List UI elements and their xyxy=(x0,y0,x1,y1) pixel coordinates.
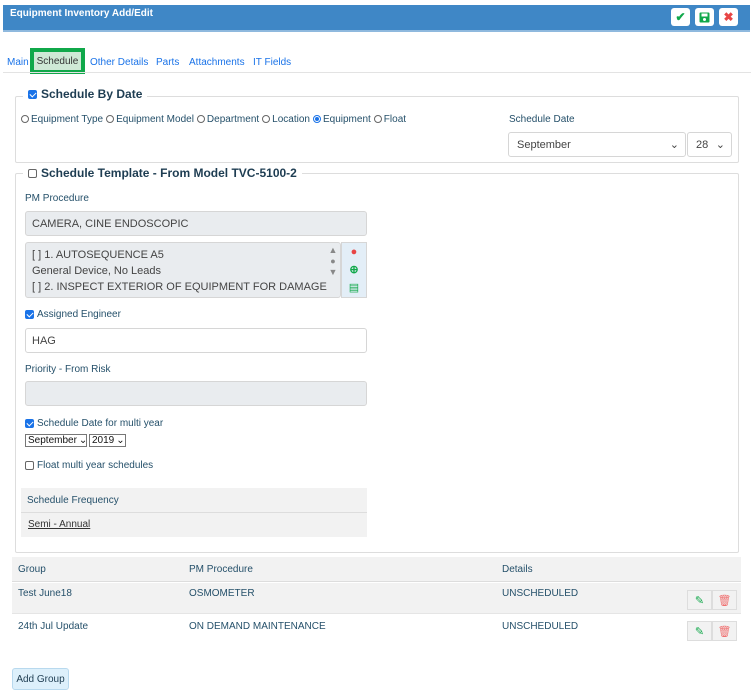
schedule-template-legend: Schedule Template - From Model TVC-5100-… xyxy=(23,166,302,180)
multi-year-checkbox[interactable] xyxy=(25,419,34,428)
radio-department[interactable]: Department xyxy=(196,114,259,125)
priority-input[interactable] xyxy=(25,381,367,406)
radio-equipment-model[interactable]: Equipment Model xyxy=(106,114,194,125)
edit-icon: ✎ xyxy=(694,594,705,607)
zoom-in-icon[interactable]: ⊕ xyxy=(349,263,359,276)
multi-year-checkbox-row[interactable]: Schedule Date for multi year xyxy=(25,418,163,429)
assigned-engineer-checkbox[interactable] xyxy=(25,310,34,319)
pm-action-column: ● ⊕ ▤ xyxy=(341,242,367,298)
row-pm: ON DEMAND MAINTENANCE xyxy=(189,621,326,632)
col-pm-procedure: PM Procedure xyxy=(189,564,253,575)
multi-year-year-select[interactable]: 2019 ⌄ xyxy=(89,434,126,447)
radio-equipment[interactable]: Equipment xyxy=(312,114,371,125)
tab-attachments[interactable]: Attachments xyxy=(189,57,245,68)
chevron-down-icon: ⌄ xyxy=(116,435,125,446)
schedule-by-radio-group: Equipment Type Equipment Model Departmen… xyxy=(21,114,406,125)
delete-button[interactable]: 🗑 xyxy=(712,590,737,610)
groups-table-header xyxy=(12,557,741,582)
chevron-down-icon: ⌄ xyxy=(78,435,88,446)
chevron-down-icon: ⌄ xyxy=(669,139,679,151)
save-icon xyxy=(699,12,710,22)
edit-icon: ✎ xyxy=(694,625,705,638)
pm-procedure-input[interactable]: CAMERA, CINE ENDOSCOPIC xyxy=(25,211,367,236)
tab-parts[interactable]: Parts xyxy=(156,57,180,68)
add-group-button[interactable]: Add Group xyxy=(12,668,69,690)
schedule-by-date-fieldset xyxy=(15,96,739,163)
textarea-scrollbar[interactable]: ▲ ● ▼ xyxy=(328,245,338,277)
tab-other-details[interactable]: Other Details xyxy=(90,57,149,68)
tab-schedule[interactable]: Schedule xyxy=(30,48,85,74)
radio-location[interactable]: Location xyxy=(262,114,310,125)
tab-main[interactable]: Main xyxy=(7,57,29,68)
float-multi-year-checkbox[interactable] xyxy=(25,461,34,470)
close-button[interactable]: ✖ xyxy=(719,8,738,26)
window-title: Equipment Inventory Add/Edit xyxy=(10,8,153,19)
assigned-engineer-input[interactable]: HAG xyxy=(25,328,367,353)
row-group: 24th Jul Update xyxy=(18,621,89,632)
tab-it-fields[interactable]: IT Fields xyxy=(253,57,292,68)
delete-button[interactable]: 🗑 xyxy=(712,621,737,641)
edit-button[interactable]: ✎ xyxy=(687,621,712,641)
row-details: UNSCHEDULED xyxy=(502,621,579,632)
table-row xyxy=(12,583,741,614)
priority-label: Priority - From Risk xyxy=(25,364,111,375)
row-details: UNSCHEDULED xyxy=(502,588,579,599)
tab-divider xyxy=(3,72,751,73)
row-group: Test June18 xyxy=(18,588,72,599)
schedule-date-label: Schedule Date xyxy=(509,114,575,125)
schedule-by-date-checkbox[interactable] xyxy=(28,89,37,99)
frequency-link[interactable]: Semi - Annual xyxy=(28,519,91,530)
schedule-template-checkbox[interactable] xyxy=(28,168,37,178)
schedule-day-select[interactable]: 28 ⌄ xyxy=(687,132,732,157)
multi-year-month-select[interactable]: September ⌄ xyxy=(25,434,87,447)
chevron-down-icon: ⌄ xyxy=(715,139,725,151)
title-bar xyxy=(3,5,750,32)
radio-equipment-type[interactable]: Equipment Type xyxy=(21,114,103,125)
frequency-row: Semi - Annual xyxy=(21,513,367,537)
pm-procedure-label: PM Procedure xyxy=(25,193,89,204)
check-icon: ✔ xyxy=(675,10,686,24)
schedule-template-fieldset xyxy=(15,173,739,553)
close-icon: ✖ xyxy=(723,10,734,24)
schedule-by-date-legend: Schedule By Date xyxy=(23,87,148,101)
save-button[interactable] xyxy=(695,8,714,26)
schedule-month-select[interactable]: September ⌄ xyxy=(508,132,686,157)
confirm-button[interactable]: ✔ xyxy=(671,8,690,26)
clock-icon[interactable]: ● xyxy=(350,245,358,258)
assigned-engineer-checkbox-row[interactable]: Assigned Engineer xyxy=(25,309,121,320)
frequency-header: Schedule Frequency xyxy=(21,488,367,513)
radio-float[interactable]: Float xyxy=(373,114,406,125)
trash-icon: 🗑 xyxy=(717,594,732,607)
row-pm: OSMOMETER xyxy=(189,588,255,599)
col-group: Group xyxy=(18,564,46,575)
float-multi-year-row[interactable]: Float multi year schedules xyxy=(25,460,153,471)
list-icon[interactable]: ▤ xyxy=(348,282,360,295)
pm-steps-textarea[interactable]: [ ] 1. AUTOSEQUENCE A5 General Device, N… xyxy=(25,242,341,298)
trash-icon: 🗑 xyxy=(717,625,732,638)
edit-button[interactable]: ✎ xyxy=(687,590,712,610)
col-details: Details xyxy=(502,564,533,575)
